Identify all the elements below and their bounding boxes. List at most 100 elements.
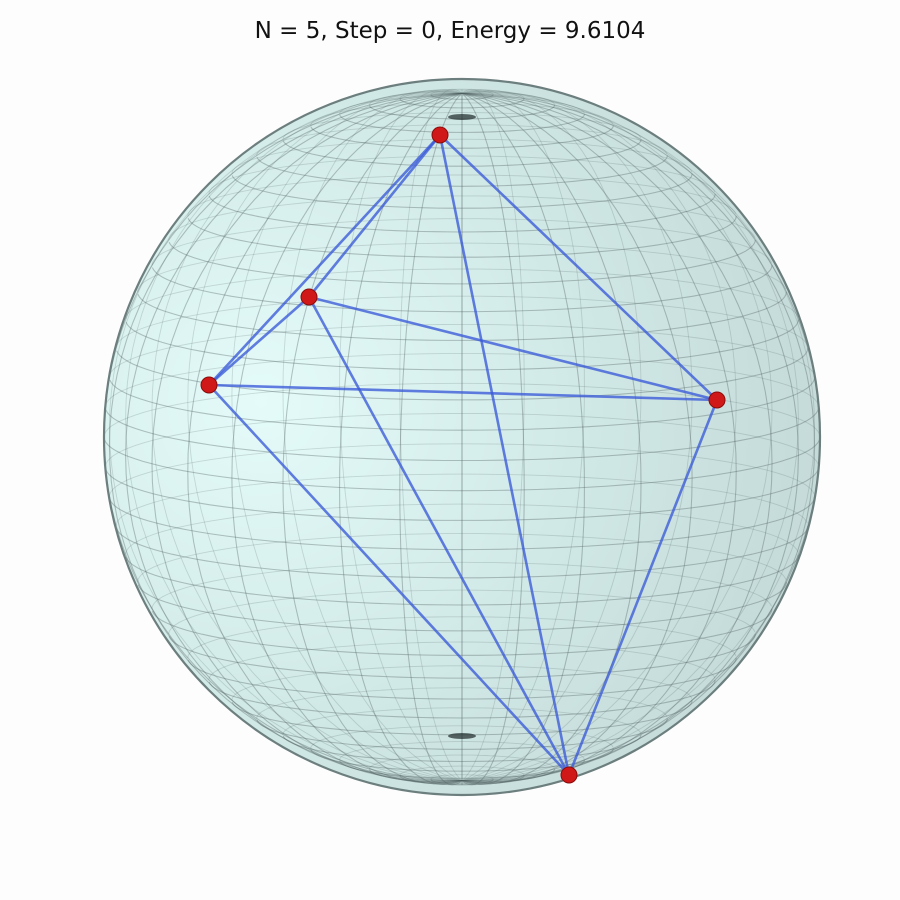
grid-line xyxy=(339,113,585,133)
north-pole-marker xyxy=(448,114,476,120)
grid-line xyxy=(461,589,756,633)
sphere-outline xyxy=(102,77,822,797)
grid-line xyxy=(116,525,809,579)
edge-p1-p2 xyxy=(307,133,442,299)
edge-p2-p3 xyxy=(207,295,311,387)
grid-line xyxy=(208,193,716,233)
grid-line xyxy=(282,92,463,785)
grid-line xyxy=(310,748,614,772)
grid-line xyxy=(339,95,462,115)
grid-line xyxy=(187,174,462,217)
grid-line xyxy=(187,616,462,658)
grid-line xyxy=(461,112,642,139)
grid-line xyxy=(462,741,585,760)
grid-line xyxy=(108,92,463,782)
grid-line xyxy=(137,242,463,292)
grid-line xyxy=(461,92,799,782)
grid-line xyxy=(231,173,693,209)
grid-line xyxy=(231,90,463,782)
grid-line xyxy=(125,268,463,320)
grid-line xyxy=(430,779,494,785)
grid-line xyxy=(461,89,585,782)
grid-line xyxy=(125,554,799,606)
point-p2 xyxy=(300,288,318,306)
grid-line xyxy=(461,91,737,782)
grid-line xyxy=(399,92,463,786)
edge-p2-p5 xyxy=(307,295,571,777)
grid-line xyxy=(462,195,756,238)
grid-line xyxy=(187,92,463,783)
grid-line xyxy=(339,741,462,761)
grid-line xyxy=(461,89,494,95)
edge-p3-p5 xyxy=(207,383,571,777)
grid-line xyxy=(461,268,799,318)
grid-line xyxy=(105,466,820,521)
grid-line xyxy=(103,382,463,438)
grid-line xyxy=(462,95,585,114)
grid-line xyxy=(208,641,463,681)
grid-line xyxy=(187,657,737,700)
grid-line xyxy=(462,413,819,465)
point-group xyxy=(200,126,726,784)
grid-line xyxy=(256,124,462,156)
south-pole-marker xyxy=(448,733,476,739)
grid-line xyxy=(125,319,799,371)
grid-line xyxy=(462,774,494,780)
grid-line xyxy=(282,139,642,167)
grid-line xyxy=(187,91,463,782)
edge-p3-p4 xyxy=(207,383,719,402)
grid-line xyxy=(461,92,799,782)
grid-line xyxy=(461,323,815,375)
grid-line xyxy=(462,665,693,699)
grid-line xyxy=(168,634,756,679)
grid-line xyxy=(151,92,463,783)
grid-line xyxy=(399,88,462,99)
grid-line xyxy=(109,377,816,431)
grid-line xyxy=(125,503,463,555)
grid-line xyxy=(430,94,494,100)
grid-line xyxy=(462,295,808,346)
grid-line xyxy=(116,347,809,401)
grid-line xyxy=(282,112,463,140)
grid-line xyxy=(104,413,462,468)
grid-line xyxy=(399,775,525,786)
grid-line xyxy=(115,295,462,349)
grid-line xyxy=(399,88,463,782)
grid-line xyxy=(208,679,716,719)
grid-line xyxy=(282,707,462,735)
grid-line xyxy=(461,88,525,782)
grid-line xyxy=(461,473,808,524)
grid-line xyxy=(461,92,816,782)
edge-p1-p4 xyxy=(438,133,719,402)
grid-line xyxy=(461,102,614,125)
grid-line xyxy=(461,92,737,783)
grid-line xyxy=(115,473,463,527)
grid-line xyxy=(462,754,555,769)
grid-line xyxy=(462,88,525,99)
plot-title: N = 5, Step = 0, Energy = 9.6104 xyxy=(254,18,646,44)
grid-line xyxy=(462,218,772,263)
sphere-surface xyxy=(104,79,820,795)
point-p3 xyxy=(200,376,218,394)
grid-line xyxy=(368,90,463,106)
grid-line xyxy=(310,725,462,749)
grid-line xyxy=(151,91,463,782)
grid-line xyxy=(125,92,463,782)
grid-line xyxy=(461,443,815,495)
grid-line xyxy=(399,765,462,776)
grid-line xyxy=(151,265,773,313)
grid-line xyxy=(137,291,788,341)
grid-line xyxy=(462,174,737,215)
grid-line xyxy=(256,687,463,719)
edge-p1-p3 xyxy=(207,133,442,387)
grid-line xyxy=(108,323,463,378)
grid-line xyxy=(231,138,463,174)
grid-line xyxy=(461,242,787,290)
edge-p1-p5 xyxy=(438,133,571,777)
grid-line xyxy=(208,155,463,195)
grid-line xyxy=(461,92,585,785)
grid-line xyxy=(461,91,773,782)
grid-line xyxy=(462,725,614,748)
